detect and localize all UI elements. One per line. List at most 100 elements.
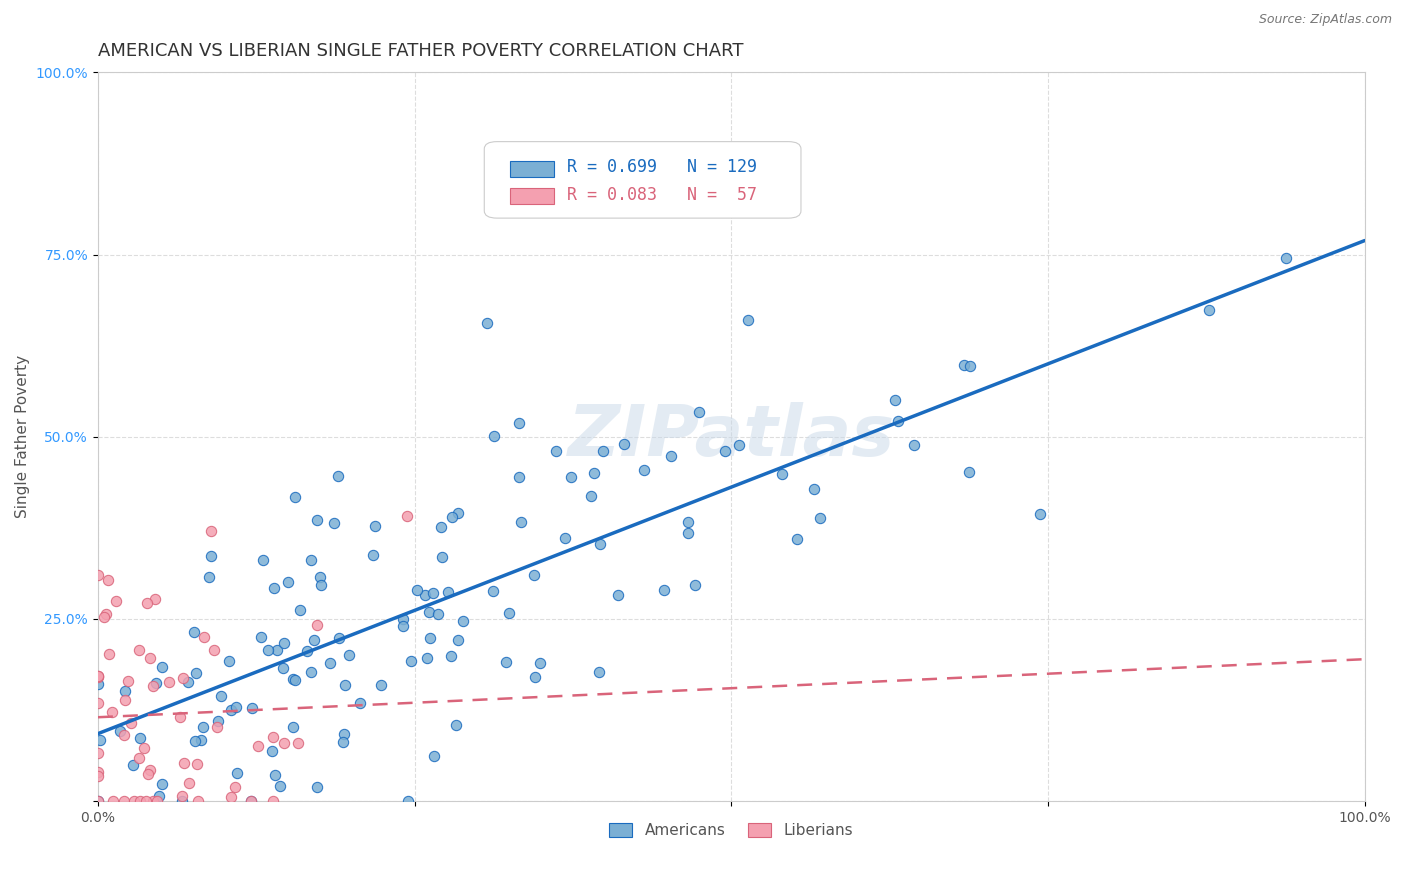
Americans <box>288 603 311 617</box>
Americans <box>200 549 222 563</box>
Americans <box>498 606 520 620</box>
Americans <box>419 632 441 646</box>
Americans <box>447 632 470 647</box>
Americans <box>592 444 614 458</box>
Liberians <box>224 780 246 794</box>
Americans <box>953 359 976 373</box>
Americans <box>544 444 567 458</box>
Liberians <box>142 794 165 808</box>
Liberians <box>170 789 193 803</box>
Americans <box>883 392 905 407</box>
Americans <box>481 583 503 598</box>
Bar <box>509 187 554 203</box>
Liberians <box>262 730 284 744</box>
Americans <box>349 696 371 710</box>
Americans <box>676 525 699 540</box>
Americans <box>436 584 458 599</box>
Liberians <box>145 794 167 808</box>
Americans <box>273 661 295 675</box>
Americans <box>364 519 387 533</box>
Liberians <box>173 756 195 770</box>
Americans <box>184 665 207 680</box>
Americans <box>803 482 825 496</box>
Americans <box>148 789 170 803</box>
Americans <box>413 587 436 601</box>
Americans <box>606 588 628 602</box>
Americans <box>252 553 274 567</box>
Liberians <box>101 794 124 808</box>
Americans <box>676 515 699 529</box>
Americans <box>129 731 152 746</box>
Americans <box>418 605 440 619</box>
Americans <box>728 438 751 452</box>
Liberians <box>139 763 162 777</box>
Legend: Americans, Liberians: Americans, Liberians <box>603 817 859 844</box>
Americans <box>560 469 582 483</box>
Americans <box>633 463 655 477</box>
Text: AMERICAN VS LIBERIAN SINGLE FATHER POVERTY CORRELATION CHART: AMERICAN VS LIBERIAN SINGLE FATHER POVER… <box>98 42 744 60</box>
Americans <box>219 703 242 717</box>
Liberians <box>136 767 159 781</box>
Americans <box>177 674 200 689</box>
Americans <box>333 727 356 741</box>
Americans <box>427 607 450 621</box>
Americans <box>87 677 110 691</box>
Americans <box>150 777 173 791</box>
Liberians <box>93 610 115 624</box>
Americans <box>523 670 546 684</box>
FancyBboxPatch shape <box>484 142 801 219</box>
Liberians <box>87 794 110 808</box>
Americans <box>1275 252 1298 266</box>
Americans <box>688 405 710 419</box>
Liberians <box>202 643 225 657</box>
Liberians <box>240 794 263 808</box>
Americans <box>429 520 451 534</box>
Americans <box>257 643 280 657</box>
Americans <box>309 578 332 592</box>
Americans <box>198 569 221 583</box>
Americans <box>903 438 925 452</box>
Liberians <box>97 573 120 587</box>
Liberians <box>143 592 166 607</box>
Americans <box>299 553 322 567</box>
Americans <box>333 678 356 692</box>
Americans <box>209 689 232 703</box>
Americans <box>264 768 287 782</box>
Liberians <box>205 720 228 734</box>
Liberians <box>395 509 418 524</box>
Americans <box>477 316 499 330</box>
Liberians <box>262 794 284 808</box>
Liberians <box>97 648 120 662</box>
Americans <box>523 568 546 582</box>
Americans <box>554 532 576 546</box>
Americans <box>269 779 291 793</box>
Liberians <box>122 794 145 808</box>
Americans <box>659 449 682 463</box>
Americans <box>240 794 263 808</box>
Liberians <box>186 756 208 771</box>
Americans <box>183 625 205 640</box>
Liberians <box>120 716 142 731</box>
Americans <box>959 359 981 374</box>
Americans <box>304 633 326 648</box>
Americans <box>495 655 517 669</box>
Liberians <box>287 737 309 751</box>
Americans <box>305 513 328 527</box>
Americans <box>451 614 474 628</box>
Americans <box>283 672 305 686</box>
Americans <box>422 586 444 600</box>
Liberians <box>117 673 139 688</box>
Y-axis label: Single Father Poverty: Single Father Poverty <box>15 355 30 518</box>
Americans <box>581 489 603 503</box>
Americans <box>441 510 464 524</box>
Americans <box>277 575 299 590</box>
Americans <box>423 749 446 764</box>
Liberians <box>87 769 110 783</box>
Americans <box>225 699 247 714</box>
Liberians <box>159 675 181 690</box>
Liberians <box>139 651 162 665</box>
Liberians <box>169 710 191 724</box>
Americans <box>307 780 329 794</box>
Liberians <box>87 568 110 582</box>
Liberians <box>87 669 110 683</box>
